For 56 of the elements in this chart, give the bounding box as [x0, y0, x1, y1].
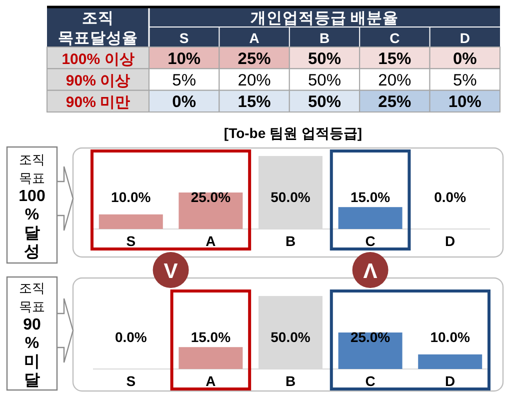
data-label: 10% — [168, 50, 201, 68]
data-label: 50% — [308, 50, 342, 68]
bar — [418, 354, 482, 369]
y-axis-title: 조직 목표 90% 미달 — [19, 280, 45, 388]
x-tick-label: S — [126, 373, 136, 389]
bar — [178, 192, 243, 229]
data-label: 25% — [378, 93, 412, 112]
data-label: 15% — [238, 93, 272, 112]
data-label: 0.0% — [434, 189, 467, 205]
y-tick-label: 90% 미만 — [66, 94, 130, 111]
data-label: 5% — [452, 72, 478, 90]
data-label: 25.0% — [190, 189, 232, 205]
bar — [338, 332, 402, 369]
data-label: 50% — [308, 93, 342, 112]
x-tick-label: B — [285, 373, 296, 389]
data-label: 50.0% — [270, 189, 311, 205]
x-tick-label: A — [206, 233, 216, 249]
bar — [338, 207, 402, 229]
x-tick-label: A — [249, 30, 260, 46]
data-label: 25% — [238, 50, 272, 68]
x-axis-title: 개인업적등급 배분율 — [250, 10, 399, 26]
data-label: 50.0% — [270, 329, 311, 345]
x-tick-label: A — [206, 373, 216, 389]
x-tick-label: D — [445, 233, 456, 249]
x-tick-label: D — [460, 30, 470, 46]
x-tick-label: C — [365, 233, 376, 249]
data-label: 10.0% — [430, 329, 470, 345]
x-tick-label: D — [445, 373, 456, 389]
data-label: 20% — [378, 72, 412, 90]
text: V — [164, 260, 178, 282]
x-tick-label: S — [126, 233, 136, 249]
x-tick-label: B — [319, 30, 330, 46]
y-axis-title: 조직 목표달성율 — [58, 10, 138, 46]
data-label: 15.0% — [190, 329, 232, 345]
text: Λ — [363, 260, 378, 282]
bar — [178, 347, 243, 369]
x-tick-label: S — [179, 30, 189, 46]
bar — [98, 214, 163, 229]
y-axis-title: 조직 목표 100% 달성 — [18, 151, 46, 260]
data-label: 15% — [378, 50, 412, 68]
x-tick-label: B — [285, 233, 296, 249]
data-label: 5% — [172, 72, 196, 90]
data-label: 10% — [448, 93, 482, 112]
data-label: 15.0% — [350, 189, 391, 205]
data-label: 50% — [308, 72, 342, 90]
data-label: 0.0% — [114, 329, 148, 345]
data-label: 0% — [452, 50, 478, 68]
x-tick-label: C — [365, 373, 376, 389]
data-label: 20% — [238, 72, 272, 90]
y-tick-label: 100% 이상 — [62, 50, 134, 68]
chart-title: [To-be 팀원 업적등급] — [224, 125, 362, 141]
y-tick-label: 90% 이상 — [66, 72, 130, 89]
data-label: 25.0% — [350, 329, 391, 345]
data-label: 0% — [172, 93, 196, 112]
data-label: 10.0% — [111, 189, 152, 205]
x-tick-label: C — [390, 30, 400, 46]
